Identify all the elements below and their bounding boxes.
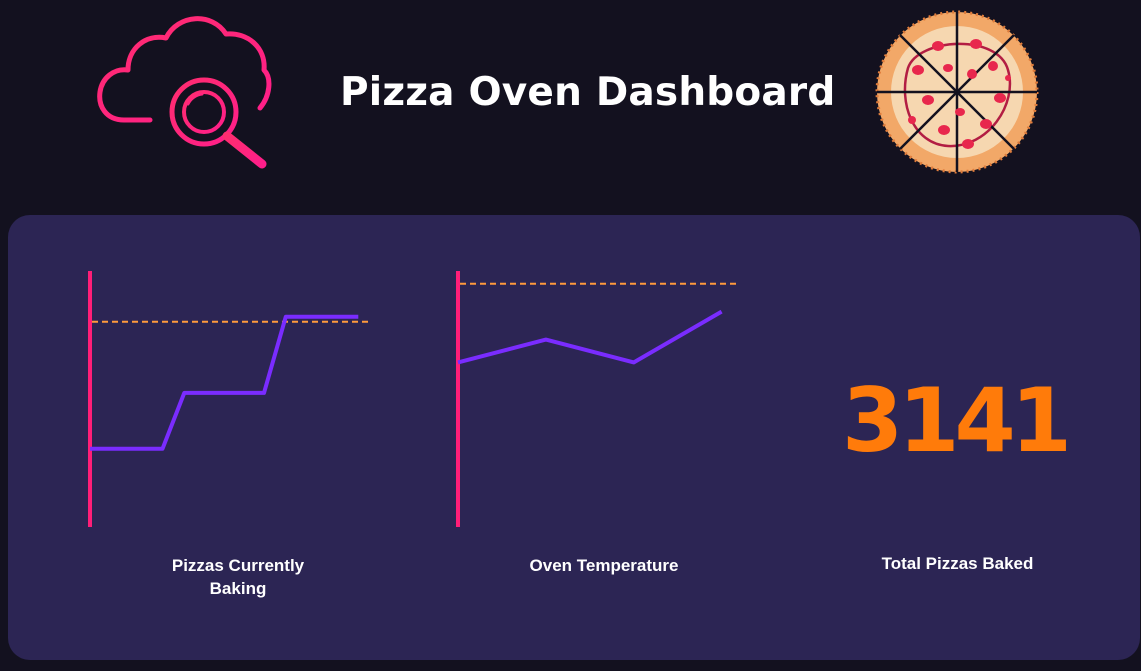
pizzas-baking-caption: Pizzas Currently Baking — [171, 556, 305, 598]
page-title: Pizza Oven Dashboard — [340, 70, 836, 115]
dashboard-panel — [8, 215, 1140, 660]
series-line — [457, 309, 723, 365]
total-pizzas-label: Total Pizzas Baked — [881, 554, 1034, 573]
series-line — [90, 314, 359, 451]
oven-temperature-chart — [456, 271, 750, 527]
total-pizzas-value: 3141 — [842, 369, 1072, 472]
pizzas-baking-chart — [88, 271, 382, 527]
pizza-icon — [875, 10, 1039, 174]
oven-temperature-caption: Oven Temperature — [529, 556, 679, 575]
cloud-search-icon — [97, 16, 272, 169]
